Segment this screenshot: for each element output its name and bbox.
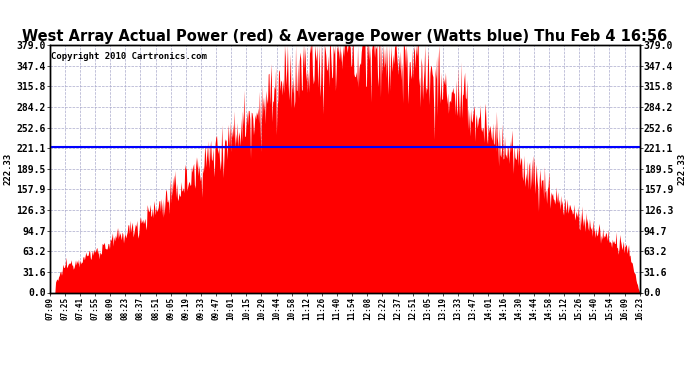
Text: 222.33: 222.33 bbox=[678, 153, 687, 185]
Text: Copyright 2010 Cartronics.com: Copyright 2010 Cartronics.com bbox=[51, 53, 207, 62]
Text: 222.33: 222.33 bbox=[3, 153, 12, 185]
Title: West Array Actual Power (red) & Average Power (Watts blue) Thu Feb 4 16:56: West Array Actual Power (red) & Average … bbox=[22, 29, 667, 44]
